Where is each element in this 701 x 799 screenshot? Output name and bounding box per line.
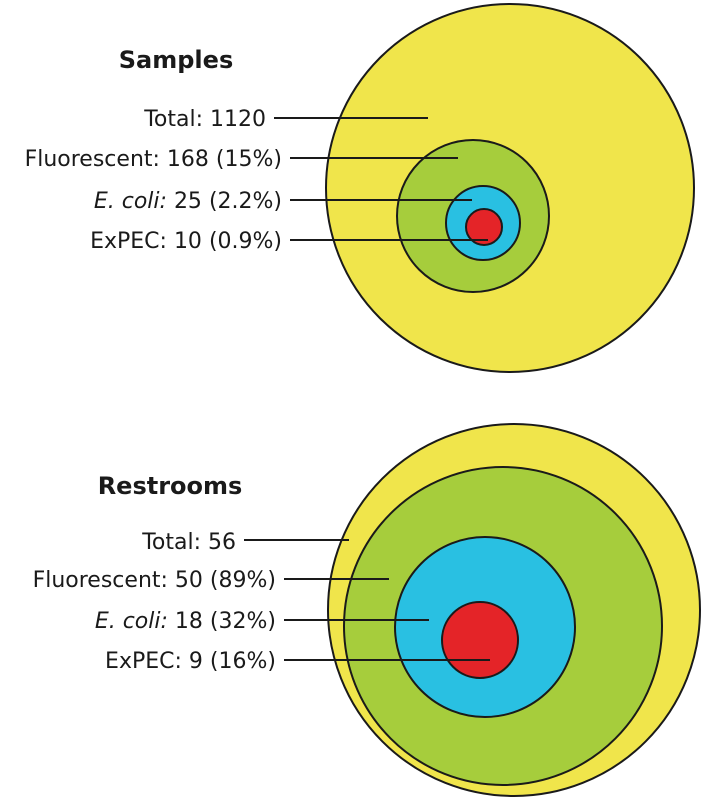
samples-total-label: Total: 1120 — [143, 107, 266, 132]
samples-group: Samples Total: 1120 Fluorescent: 168 (15… — [25, 3, 695, 373]
restrooms-expec-circle — [441, 601, 519, 679]
restrooms-title: Restrooms — [98, 472, 243, 500]
restrooms-ecoli-label: E. coli: 18 (32%) — [95, 609, 276, 634]
samples-fluorescent-label: Fluorescent: 168 (15%) — [25, 147, 282, 172]
restrooms-expec-label: ExPEC: 9 (16%) — [105, 649, 276, 674]
samples-expec-label: ExPEC: 10 (0.9%) — [90, 229, 282, 254]
samples-expec-circle — [465, 208, 503, 246]
restrooms-fluorescent-label: Fluorescent: 50 (89%) — [33, 568, 276, 593]
samples-title: Samples — [119, 46, 233, 74]
samples-ecoli-label: E. coli: 25 (2.2%) — [94, 189, 282, 214]
restrooms-total-label: Total: 56 — [141, 530, 236, 555]
restrooms-group: Restrooms Total: 56 Fluorescent: 50 (89%… — [33, 423, 701, 797]
